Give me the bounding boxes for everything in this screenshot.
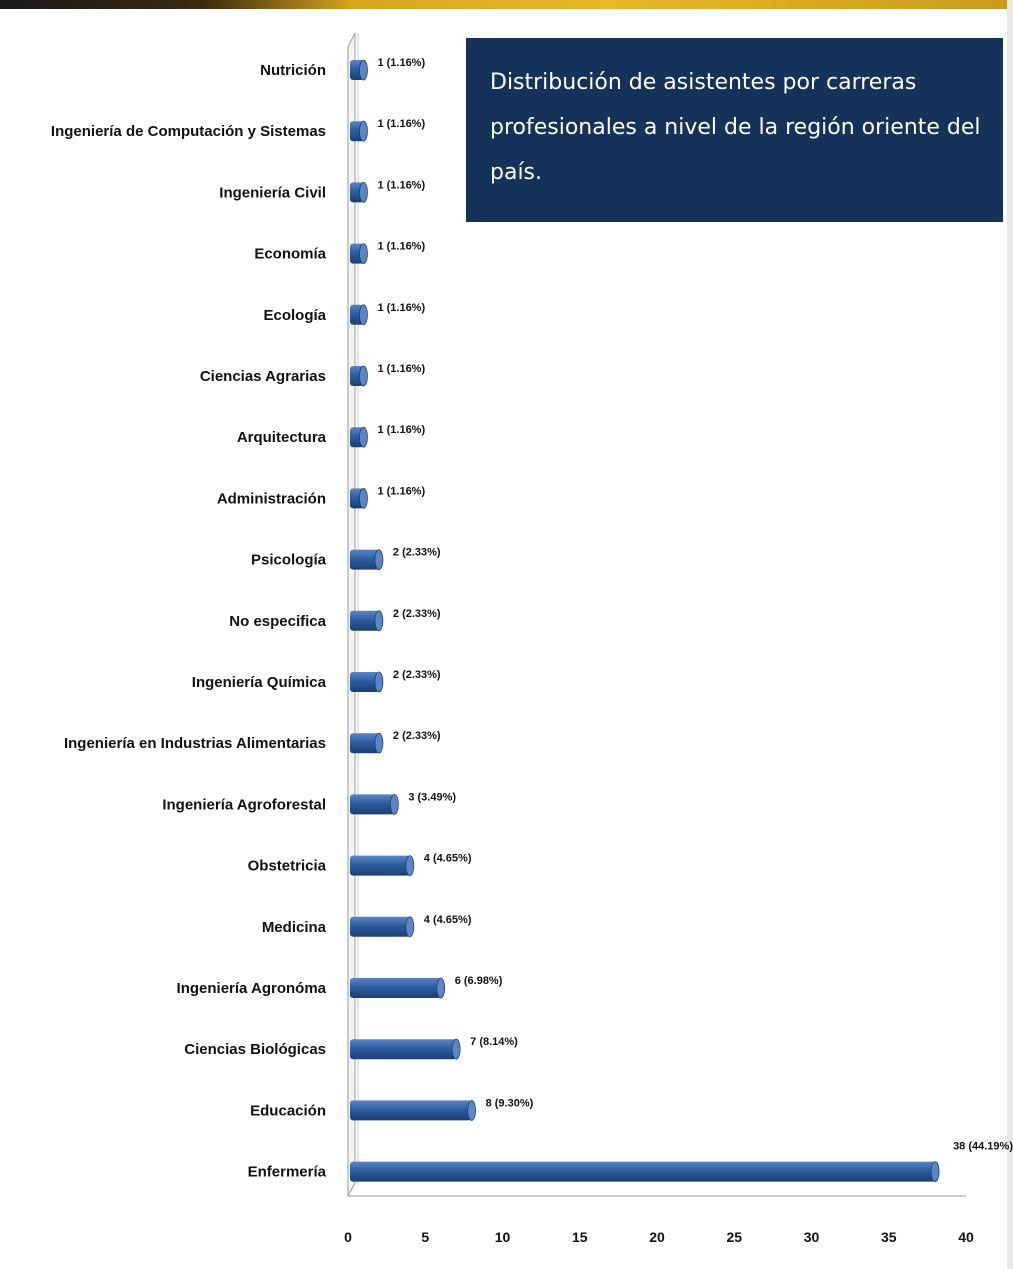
data-label: 7 (8.14%)	[470, 1036, 518, 1048]
category-label: Educación	[250, 1102, 326, 1119]
x-tick-label: 35	[881, 1229, 897, 1245]
data-label: 8 (9.30%)	[486, 1097, 534, 1109]
bar-end-cap	[467, 1100, 477, 1121]
bar-end-cap	[359, 120, 368, 142]
bar	[350, 1039, 457, 1060]
right-edge	[1007, 0, 1013, 1269]
data-label: 1 (1.16%)	[377, 424, 425, 436]
category-label: Medicina	[262, 919, 327, 936]
chart-title-box: Distribución de asistentes por carreras …	[466, 38, 1003, 222]
x-tick-label: 30	[804, 1229, 820, 1245]
bar	[350, 672, 379, 692]
bar-end-cap	[451, 1038, 461, 1060]
data-label: 1 (1.16%)	[377, 57, 425, 69]
bar-end-cap	[436, 977, 446, 999]
category-label: Ecología	[263, 307, 326, 324]
bar-end-cap	[359, 243, 368, 265]
data-label: 4 (4.65%)	[424, 853, 472, 865]
labels-layer: Nutrición 1 (1.16%) Ingeniería de Computac…	[51, 57, 1013, 1181]
bar-end-cap	[359, 365, 368, 387]
bar-end-cap	[405, 855, 415, 876]
category-label: Ciencias Agrarias	[200, 368, 326, 385]
data-label: 38 (44.19%)	[953, 1141, 1013, 1153]
category-label: Enfermería	[248, 1164, 327, 1181]
bar-end-cap	[359, 181, 368, 203]
bars-layer	[350, 59, 940, 1182]
data-label: 2 (2.33%)	[393, 730, 441, 742]
bar-end-cap	[930, 1161, 940, 1182]
category-label: Ingeniería en Industrias Alimentarias	[64, 735, 326, 752]
x-tick-label: 25	[726, 1229, 742, 1245]
bar-end-cap	[359, 59, 368, 81]
bar	[350, 549, 379, 570]
category-label: Economía	[254, 246, 326, 263]
x-tick-label: 15	[572, 1229, 588, 1245]
bar	[350, 855, 410, 876]
category-label: Ingeniería Agroforestal	[162, 796, 326, 813]
category-label: Nutrición	[260, 62, 326, 79]
chart-title: Distribución de asistentes por carreras …	[490, 70, 981, 185]
bar	[350, 733, 379, 754]
bar	[350, 1161, 936, 1182]
bar-end-cap	[405, 916, 415, 938]
data-label: 3 (3.49%)	[408, 791, 456, 803]
bar-end-cap	[374, 671, 384, 693]
bar	[350, 916, 410, 937]
category-label: Obstetricia	[248, 858, 327, 875]
data-label: 1 (1.16%)	[377, 302, 425, 314]
category-label: Ingeniería de Computación y Sistemas	[51, 123, 326, 140]
x-tick-label: 0	[344, 1229, 352, 1245]
x-tick-label: 20	[649, 1229, 665, 1245]
bar-end-cap	[374, 610, 384, 632]
bar-end-cap	[389, 794, 399, 815]
x-tick-label: 10	[495, 1229, 511, 1245]
data-label: 2 (2.33%)	[393, 669, 441, 681]
top-banner-strip	[0, 0, 1013, 9]
category-label: Ingeniería Química	[192, 674, 327, 691]
category-label: Ciencias Biológicas	[184, 1041, 326, 1058]
data-label: 4 (4.65%)	[424, 914, 472, 926]
data-label: 1 (1.16%)	[377, 241, 425, 253]
category-label: Administración	[217, 490, 326, 507]
data-label: 1 (1.16%)	[377, 485, 425, 497]
category-label: Ingeniería Agronóma	[177, 980, 327, 997]
category-label: Arquitectura	[237, 429, 327, 446]
bar-end-cap	[359, 487, 368, 509]
x-tick-label: 5	[421, 1229, 429, 1245]
category-label: Ingeniería Civil	[219, 184, 326, 201]
x-tick-label: 40	[958, 1229, 974, 1245]
data-label: 2 (2.33%)	[393, 608, 441, 620]
bar	[350, 794, 395, 815]
data-label: 2 (2.33%)	[393, 547, 441, 559]
bar	[350, 610, 379, 631]
data-label: 1 (1.16%)	[377, 118, 425, 130]
bar-end-cap	[359, 426, 368, 448]
bar-end-cap	[374, 549, 384, 570]
data-label: 1 (1.16%)	[377, 179, 425, 191]
category-label: Psicología	[251, 552, 327, 569]
bar	[350, 978, 441, 998]
bar	[350, 1100, 472, 1121]
data-label: 6 (6.98%)	[455, 975, 503, 987]
bar-end-cap	[359, 304, 368, 326]
data-label: 1 (1.16%)	[377, 363, 425, 375]
category-label: No especifica	[229, 613, 326, 630]
bar-end-cap	[374, 732, 384, 754]
